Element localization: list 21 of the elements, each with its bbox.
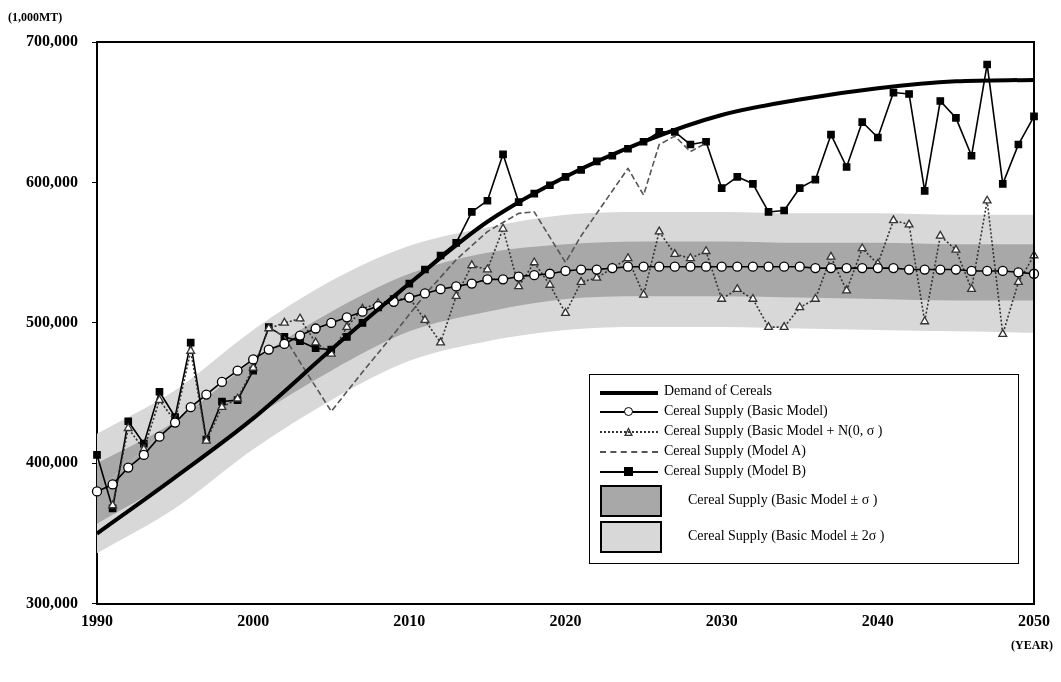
x-axis-title: (YEAR) xyxy=(1011,638,1053,653)
legend-label: Cereal Supply (Model B) xyxy=(664,462,806,478)
x-tick-label: 2050 xyxy=(1018,611,1050,629)
y-tick-label: 700,000 xyxy=(26,32,78,50)
x-tick-label: 1990 xyxy=(81,611,113,629)
y-tick-label: 400,000 xyxy=(26,453,78,471)
y-tick-label: 600,000 xyxy=(26,172,78,190)
y-tick-label: 300,000 xyxy=(26,593,78,611)
legend-label: Demand of Cereals xyxy=(664,382,773,398)
x-tick-label: 2010 xyxy=(393,611,426,629)
x-tick-label: 2040 xyxy=(861,611,894,629)
legend-label: Cereal Supply (Basic Model ± σ ) xyxy=(688,492,878,508)
x-tick-label: 2000 xyxy=(237,611,270,629)
x-tick-label: 2030 xyxy=(705,611,738,629)
legend-label: Cereal Supply (Basic Model) xyxy=(664,402,828,418)
y-tick-label: 500,000 xyxy=(26,313,78,331)
legend-label: Cereal Supply (Basic Model + N(0, σ ) xyxy=(664,422,883,438)
legend-label: Cereal Supply (Basic Model ± 2σ ) xyxy=(688,528,885,544)
x-tick-label: 2020 xyxy=(549,611,582,629)
legend-label: Cereal Supply (Model A) xyxy=(664,442,806,458)
y-axis-title: (1,000MT) xyxy=(8,10,63,25)
